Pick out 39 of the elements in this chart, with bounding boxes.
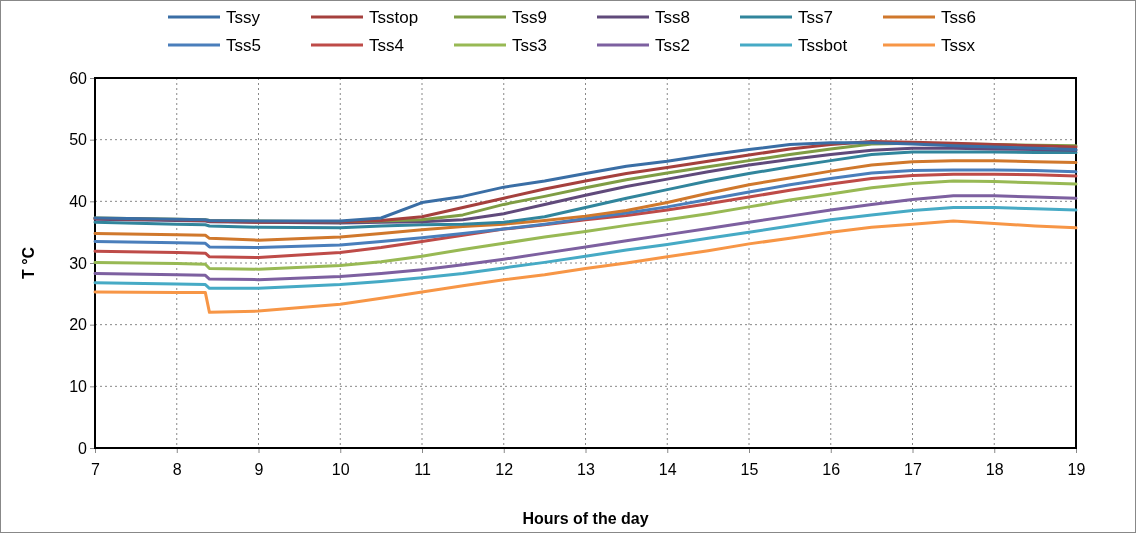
x-tick-label: 12	[495, 461, 514, 479]
legend-label: Tss5	[226, 36, 261, 55]
legend-label: Tss4	[369, 36, 404, 55]
x-tick-label: 10	[331, 461, 350, 479]
y-tick-label: 20	[69, 316, 88, 334]
x-axis-title: Hours of the day	[522, 510, 649, 527]
y-axis-title: T °C	[20, 246, 37, 280]
y-tick-label: 50	[69, 131, 88, 149]
x-tick-label: 8	[172, 461, 182, 479]
legend-label: Tss8	[655, 8, 690, 27]
x-tick-label: 7	[91, 461, 101, 479]
legend-label: Tss6	[941, 8, 976, 27]
legend-label: Tssx	[941, 36, 976, 55]
x-tick-label: 19	[1067, 461, 1086, 479]
legend-label: Tss7	[798, 8, 833, 27]
legend-label: Tss9	[512, 8, 547, 27]
legend-label: Tssy	[226, 8, 261, 27]
line-series	[93, 179, 1078, 271]
y-tick-label: 40	[69, 192, 88, 210]
legend-label: Tss2	[655, 36, 690, 55]
legend-label: Tsstop	[369, 8, 419, 27]
x-tick-label: 11	[414, 461, 431, 479]
legend-label: Tss3	[512, 36, 547, 55]
line-series	[93, 194, 1078, 282]
line-series	[93, 159, 1078, 242]
line-series	[93, 206, 1078, 290]
y-tick-label: 60	[69, 69, 88, 87]
x-tick-label: 14	[658, 461, 677, 479]
x-tick-label: 13	[577, 461, 595, 479]
x-tick-label: 15	[740, 461, 759, 479]
y-tick-label: 10	[69, 377, 88, 395]
line-series	[93, 219, 1078, 314]
y-tick-label: 30	[69, 254, 88, 272]
x-tick-label: 17	[904, 461, 922, 479]
x-tick-label: 9	[254, 461, 264, 479]
x-tick-label: 18	[985, 461, 1004, 479]
y-tick-label: 0	[78, 439, 88, 457]
legend-label: Tssbot	[798, 36, 848, 55]
x-tick-label: 16	[822, 461, 841, 479]
